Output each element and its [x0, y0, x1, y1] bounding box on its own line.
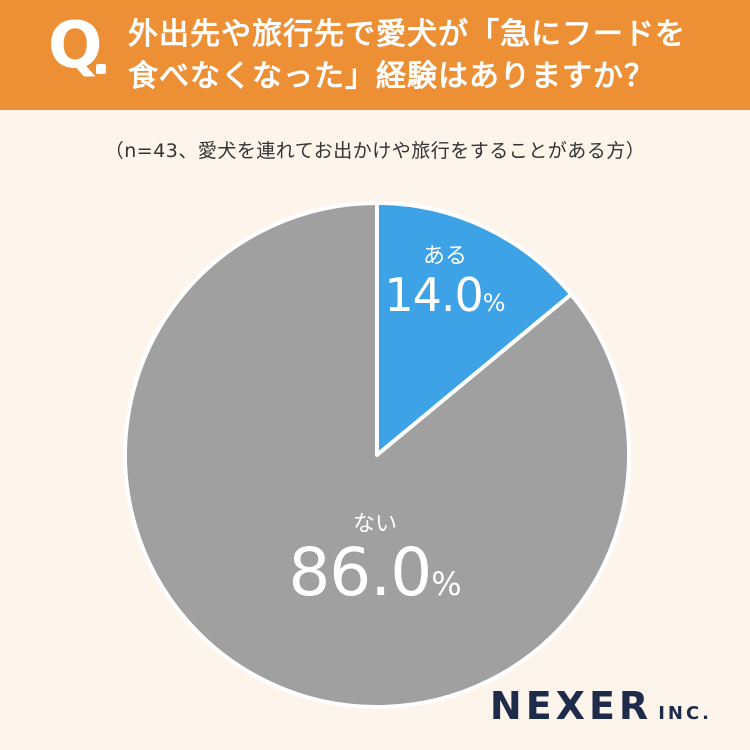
slice-value-aru: 14.0%: [380, 268, 510, 322]
slice-value-nai: 86.0%: [250, 534, 500, 611]
slice-unit-nai: %: [431, 565, 462, 603]
logo-main: NEXER: [489, 684, 653, 728]
question-dot: [96, 64, 106, 74]
slice-label-aru: ある 14.0%: [380, 238, 510, 322]
slice-number-aru: 14.0: [384, 268, 483, 322]
question-mark: Q: [48, 9, 103, 83]
question-line-2: 食べなくなった」経験はありますか？: [128, 59, 655, 94]
nexer-logo: NEXER INC.: [490, 684, 712, 728]
header-banner: Q 外出先や旅行先で愛犬が「急にフードを 食べなくなった」経験はありますか？: [0, 0, 750, 110]
pie-slice-nai: [123, 201, 631, 709]
question-text: 外出先や旅行先で愛犬が「急にフードを 食べなくなった」経験はありますか？: [128, 14, 728, 98]
slice-name-nai: ない: [352, 512, 397, 537]
pie-slice-aru: [375, 201, 574, 457]
slice-label-nai: ない 86.0%: [250, 506, 500, 611]
slice-unit-aru: %: [482, 289, 506, 317]
logo-sub: INC.: [658, 703, 712, 724]
slice-number-nai: 86.0: [288, 534, 432, 611]
slice-name-aru: ある: [422, 244, 467, 269]
sample-note: （n=43、愛犬を連れてお出かけや旅行をすることがある方）: [104, 140, 646, 162]
question-line-1: 外出先や旅行先で愛犬が「急にフードを: [128, 17, 686, 52]
